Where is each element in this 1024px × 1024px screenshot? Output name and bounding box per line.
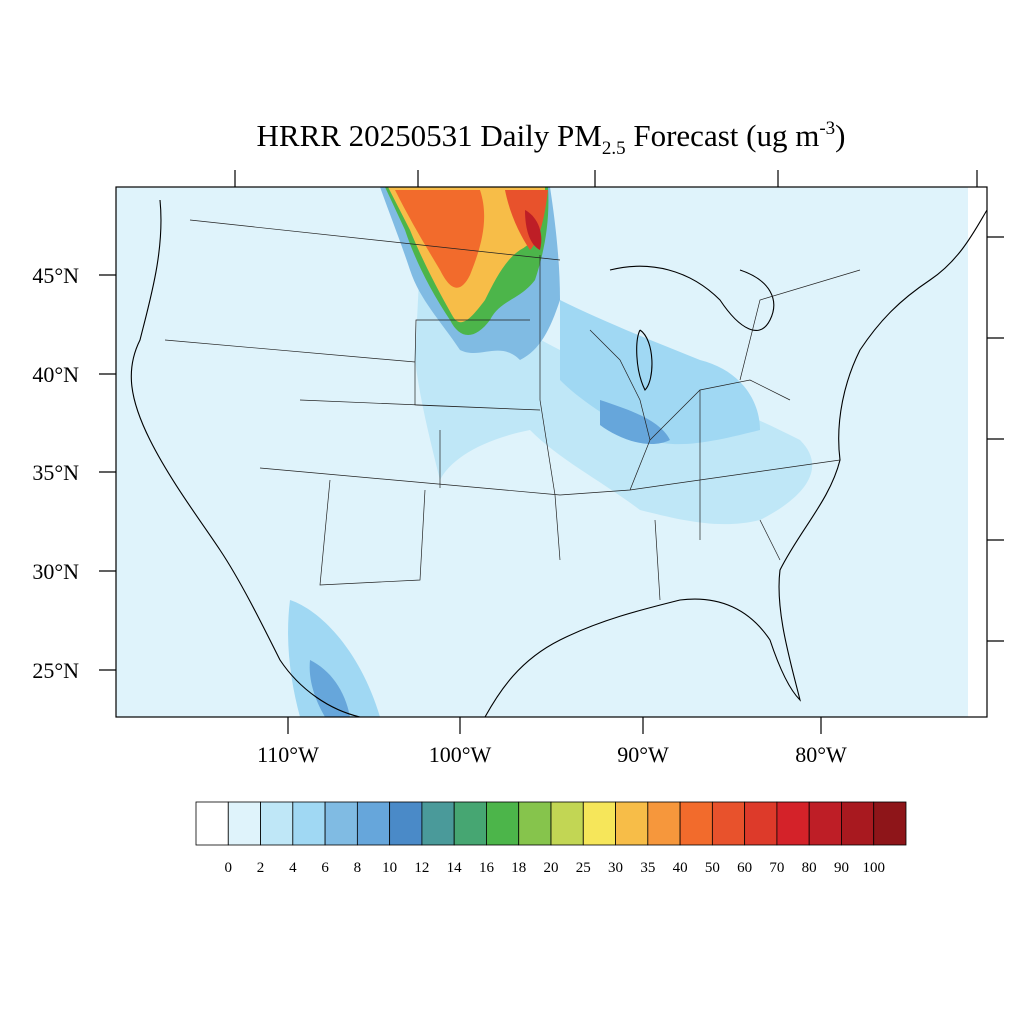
area-mexico-core: [309, 660, 350, 717]
colorbar-box: [841, 801, 875, 846]
colorbar-label: 100: [862, 860, 885, 876]
colorbar-box: [550, 801, 584, 846]
lon-label: 90°W: [617, 742, 669, 767]
title-main: HRRR 20250531 Daily PM: [257, 118, 602, 153]
west-coast: [130, 199, 361, 718]
colorbar-label: 0: [225, 860, 233, 876]
colorbar-label: 80: [802, 860, 817, 876]
colorbar-box: [486, 801, 520, 846]
title-subscript: 2.5: [602, 138, 626, 159]
colorbar-label: 40: [673, 860, 688, 876]
title-end: ): [835, 118, 845, 153]
axis-labels: 45°N 40°N 35°N 30°N 25°N 110°W 100°W 90°W 80°W: [32, 263, 847, 767]
colorbar-box: [195, 801, 229, 846]
colorbar-label: 50: [705, 860, 720, 876]
outside-domain: [968, 187, 987, 717]
title: HRRR 20250531 Daily PM2.5 Forecast (ug m…: [257, 118, 846, 159]
colorbar-label: 30: [608, 860, 623, 876]
lat-label: 45°N: [32, 263, 79, 288]
east-gulf-coast: [484, 209, 988, 718]
area-mexico: [288, 600, 380, 717]
state-borders: [164, 219, 861, 601]
colorbar-box: [744, 801, 778, 846]
colorbar-label: 6: [321, 860, 329, 876]
colorbar-box: [711, 801, 746, 846]
colorbar-box: [615, 801, 649, 846]
plume-red-orange: [395, 190, 485, 288]
colorbar-box: [260, 801, 294, 846]
colorbar-label: 70: [769, 860, 784, 876]
colorbar-box: [582, 801, 616, 846]
colorbar-label: 8: [354, 860, 362, 876]
colorbar-box: [227, 801, 261, 846]
map-panel: [99, 170, 1004, 734]
colorbar-box: [776, 801, 810, 846]
colorbar-box: [873, 801, 907, 846]
lat-label: 35°N: [32, 460, 79, 485]
title-superscript: -3: [819, 118, 835, 139]
lon-label: 80°W: [795, 742, 847, 767]
colorbar-label: 12: [414, 860, 429, 876]
lat-label: 30°N: [32, 559, 79, 584]
great-lakes: [609, 265, 775, 391]
colorbar-box: [453, 801, 487, 846]
colorbar-box: [324, 801, 358, 846]
lat-label: 40°N: [32, 362, 79, 387]
colorbar-label: 18: [511, 860, 526, 876]
title-middle: Forecast (ug m: [626, 118, 820, 153]
colorbar-label: 16: [479, 860, 495, 876]
colorbar-label: 35: [640, 860, 655, 876]
colorbar-label: 60: [737, 860, 752, 876]
colorbar-label: 20: [544, 860, 559, 876]
colorbar-box: [679, 801, 713, 846]
area-8-10: [600, 400, 670, 445]
colorbar-label: 10: [382, 860, 397, 876]
colorbar-label: 4: [289, 860, 297, 876]
colorbar-box: [518, 801, 552, 846]
colorbar-box: [292, 801, 326, 846]
colorbar-box: [421, 801, 455, 846]
colorbar-box: [389, 801, 423, 846]
colorbar-box: [647, 801, 681, 846]
lat-label: 25°N: [32, 658, 79, 683]
colorbar: 0 2 4 6 8 10 12 14 16 18 20 25 30 35 40 50 60 70 80 90 100: [195, 801, 907, 876]
colorbar-label: 2: [257, 860, 265, 876]
lon-label: 100°W: [429, 742, 492, 767]
plume-core: [525, 210, 542, 250]
lon-label: 110°W: [257, 742, 319, 767]
colorbar-label: 14: [447, 860, 463, 876]
frame-ticks: [99, 170, 1004, 734]
map-frame: [115, 186, 988, 718]
colorbar-box: [356, 801, 391, 846]
colorbar-label: 25: [576, 860, 591, 876]
colorbar-label: 90: [834, 860, 849, 876]
colorbar-box: [808, 801, 842, 846]
